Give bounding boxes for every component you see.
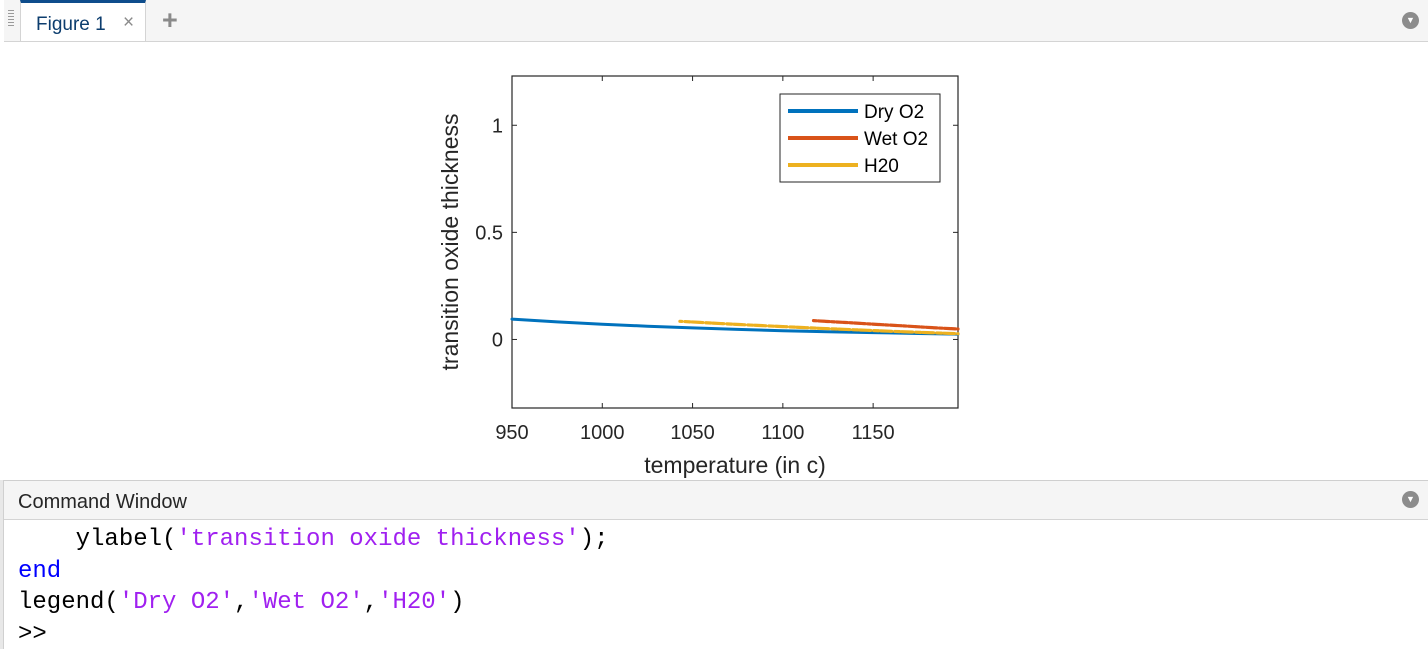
close-icon[interactable]: × xyxy=(123,12,134,34)
code-text: legend( xyxy=(18,589,119,616)
figure-panel: Figure 1 × + ▼ 950 1000 1050 1100 1150 0 0.5 1 … xyxy=(0,0,1428,480)
command-window-header: Command Window ▼ xyxy=(4,480,1428,520)
code-string: 'H20' xyxy=(378,589,450,616)
code-line: end xyxy=(18,556,609,588)
y-tick-label: 1 xyxy=(492,115,503,137)
legend-entry: Dry O2 xyxy=(864,102,924,123)
command-output[interactable]: ylabel('transition oxide thickness');end… xyxy=(18,524,609,650)
command-window-title: Command Window xyxy=(18,491,187,514)
code-text: , xyxy=(234,589,248,616)
code-keyword: end xyxy=(18,558,61,585)
tab-figure-1[interactable]: Figure 1 × xyxy=(20,0,146,41)
plot-area[interactable]: 950 1000 1050 1100 1150 0 0.5 1 temperature (in… xyxy=(420,60,980,480)
legend-entry: H20 xyxy=(864,156,899,177)
code-string: 'transition oxide thickness' xyxy=(176,526,579,553)
figure-tab-bar: Figure 1 × + ▼ xyxy=(4,0,1428,42)
drag-grip-icon[interactable] xyxy=(8,10,14,28)
tab-label: Figure 1 xyxy=(36,14,106,36)
command-window: Command Window ▼ ylabel('transition oxid… xyxy=(4,480,1428,649)
x-tick-label: 1100 xyxy=(761,422,804,444)
add-tab-icon[interactable]: + xyxy=(162,5,178,36)
x-tick-label: 1150 xyxy=(852,422,895,444)
x-axis-label: temperature (in c) xyxy=(644,452,826,478)
code-string: 'Wet O2' xyxy=(248,589,363,616)
code-text: ); xyxy=(580,526,609,553)
code-line: ylabel('transition oxide thickness'); xyxy=(18,524,609,556)
command-prompt[interactable]: >> xyxy=(18,619,609,650)
legend-entry: Wet O2 xyxy=(864,129,928,150)
prompt-symbol: >> xyxy=(18,621,47,648)
code-string: 'Dry O2' xyxy=(119,589,234,616)
panel-menu-icon[interactable]: ▼ xyxy=(1402,491,1419,508)
code-text: ylabel( xyxy=(18,526,176,553)
code-line: legend('Dry O2','Wet O2','H20') xyxy=(18,587,609,619)
panel-menu-icon[interactable]: ▼ xyxy=(1402,12,1419,29)
x-tick-label: 950 xyxy=(495,422,528,444)
x-tick-label: 1050 xyxy=(670,422,715,444)
y-tick-label: 0 xyxy=(492,329,503,351)
x-tick-label: 1000 xyxy=(580,422,625,444)
code-text: , xyxy=(364,589,378,616)
legend[interactable]: Dry O2 Wet O2 H20 xyxy=(780,94,940,182)
y-tick-label: 0.5 xyxy=(475,222,503,244)
code-text: ) xyxy=(450,589,464,616)
y-axis-label: transition oxide thickness xyxy=(437,114,463,371)
